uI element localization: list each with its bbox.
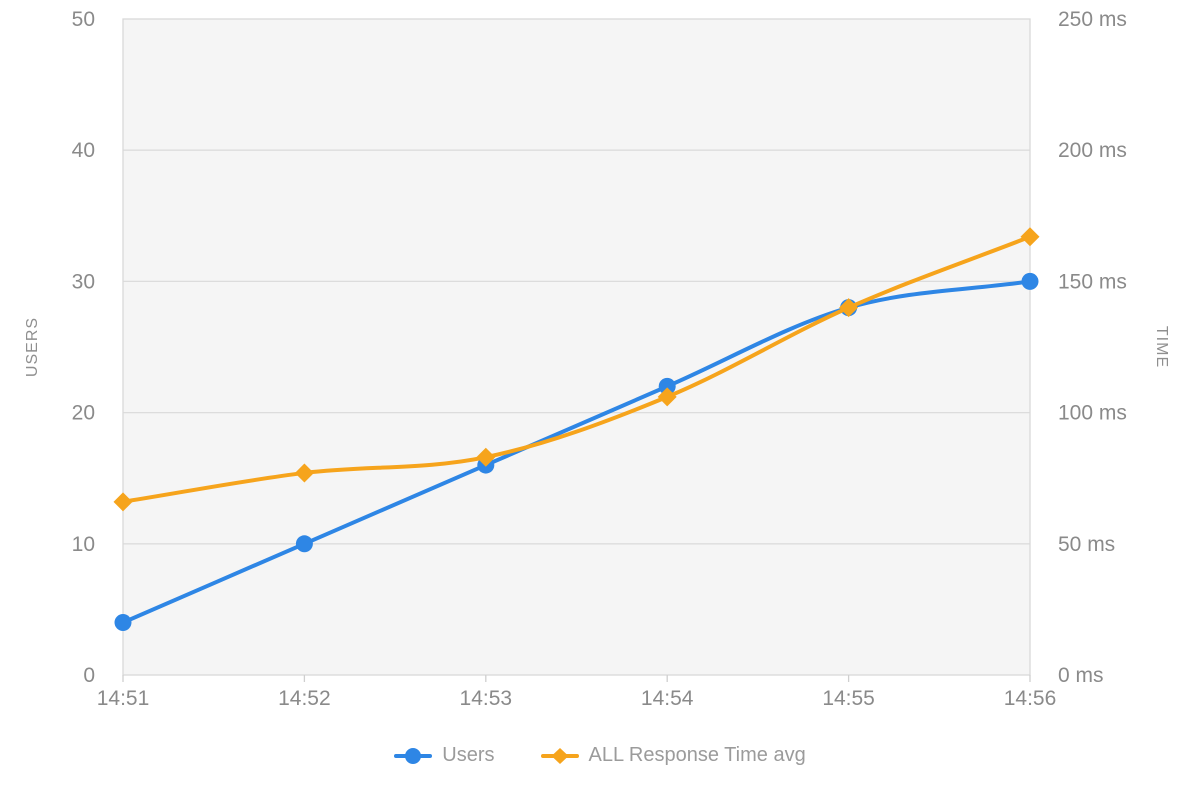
response-time-series-diamond-marker-icon — [540, 747, 579, 764]
left-axis-tick-label: 10 — [72, 533, 95, 556]
series-line-1 — [121, 234, 1032, 504]
x-axis-tick-label: 14:51 — [97, 687, 150, 710]
data-point-circle[interactable] — [114, 614, 132, 632]
legend-circle-marker — [405, 747, 422, 764]
data-point-diamond[interactable] — [113, 492, 133, 512]
legend-label-response-time: ALL Response Time avg — [588, 744, 806, 766]
data-point-diamond[interactable] — [294, 463, 314, 483]
dual-axis-line-chart: 14:51 14:52 14:53 14:54 14:55 14:56 0 10 20 30 40 5… — [24, 8, 1170, 710]
right-axis-tick-label: 150 ms — [1058, 270, 1127, 293]
right-axis-tick-label: 0 ms — [1058, 664, 1104, 687]
x-axis-tick-label: 14:54 — [641, 687, 694, 710]
legend-diamond-marker — [551, 747, 569, 764]
right-axis-tick-label: 100 ms — [1058, 402, 1127, 425]
data-point-diamond[interactable] — [476, 447, 496, 467]
x-axis-tick-label: 14:52 — [278, 687, 331, 710]
left-axis-tick-label: 0 — [83, 664, 95, 687]
x-axis-tick-label: 14:53 — [460, 687, 513, 710]
data-point-diamond[interactable] — [1020, 227, 1040, 247]
left-axis-tick-label: 30 — [72, 270, 95, 293]
data-point-diamond[interactable] — [839, 298, 859, 318]
right-axis-title: TIME — [1153, 326, 1170, 368]
x-axis-tick-label: 14:55 — [822, 687, 875, 710]
right-axis-tick-label: 200 ms — [1058, 139, 1127, 162]
legend-item-users[interactable]: Users — [394, 744, 495, 767]
right-axis-tick-label: 250 ms — [1058, 8, 1127, 31]
data-point-diamond[interactable] — [657, 387, 677, 407]
chart-legend: Users ALL Response Time avg — [0, 744, 1200, 767]
right-axis-tick-label: 50 ms — [1058, 533, 1115, 556]
plot-area — [123, 19, 1030, 675]
users-series-circle-marker-icon — [394, 747, 433, 764]
legend-label-users: Users — [442, 744, 495, 766]
data-point-circle[interactable] — [658, 377, 676, 395]
legend-item-response-time[interactable]: ALL Response Time avg — [540, 744, 806, 767]
data-point-circle[interactable] — [295, 535, 313, 553]
plot-border — [122, 18, 1031, 676]
x-axis-tick-label: 14:56 — [1004, 687, 1057, 710]
left-axis-tick-label: 40 — [72, 139, 95, 162]
left-axis-tick-label: 50 — [72, 8, 95, 31]
left-axis-tick-label: 20 — [72, 402, 95, 425]
data-point-circle[interactable] — [1021, 272, 1039, 290]
left-axis-title: USERS — [24, 317, 41, 377]
